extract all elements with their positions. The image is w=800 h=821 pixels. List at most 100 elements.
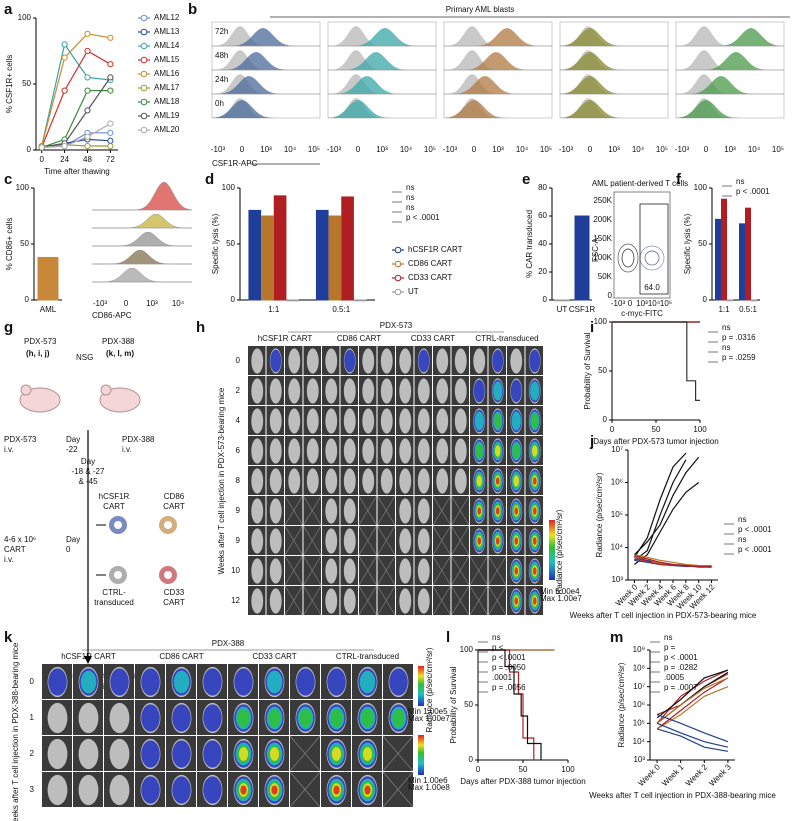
label: PDX-388	[102, 337, 135, 346]
series-line	[612, 321, 700, 401]
mouse-image	[399, 528, 412, 554]
mouse-image	[306, 468, 319, 494]
series-line	[656, 728, 729, 752]
mouse-image	[436, 408, 449, 434]
y-tick-label: 0	[25, 295, 30, 304]
signal	[495, 507, 500, 515]
y-tick-label: 150K	[593, 234, 612, 243]
row-label: 9	[236, 506, 241, 515]
x-tick-label: Week 2	[684, 762, 710, 788]
x-tick-label: -10³	[327, 145, 342, 154]
mouse-image	[251, 588, 264, 614]
mouse-image	[78, 702, 99, 734]
mouse-image	[288, 438, 301, 464]
cross	[303, 585, 322, 616]
mouse-image	[343, 528, 356, 554]
bar	[286, 299, 300, 302]
mouse-image	[380, 468, 393, 494]
significance-label: p < .0001	[736, 187, 770, 196]
bar	[739, 223, 745, 301]
y-tick-label: 50	[22, 79, 31, 88]
y-tick-label: 0	[27, 145, 32, 154]
x-axis-label: Days after PDX-388 tumor injection	[460, 777, 585, 786]
series-line	[656, 669, 729, 719]
label: (h, i, j)	[26, 349, 50, 358]
cross	[358, 585, 377, 616]
cross	[432, 495, 451, 526]
x-tick-label: 10³	[260, 145, 272, 154]
group-header: CTRL-transduced	[475, 334, 538, 343]
cross	[432, 585, 451, 616]
bar	[328, 215, 342, 301]
signal	[110, 668, 129, 696]
y-tick-label: 10³	[611, 575, 623, 584]
label: Day	[66, 435, 80, 444]
series-line	[656, 686, 729, 730]
contour	[644, 250, 660, 266]
x-tick-label: 10⁵	[424, 145, 436, 154]
mouse-image	[362, 438, 375, 464]
histogram	[560, 76, 668, 94]
y-tick-label: 250K	[593, 196, 612, 205]
label: PDX-573	[4, 435, 37, 444]
cross	[377, 555, 396, 586]
x-axis-label: c-myc-FITC	[621, 309, 663, 318]
signal	[474, 411, 484, 431]
mouse-image	[417, 588, 430, 614]
histogram	[676, 74, 784, 94]
y-tick-label: 50	[20, 239, 29, 248]
signal	[513, 475, 520, 487]
histogram	[560, 28, 668, 46]
signal	[495, 537, 500, 545]
y-tick-label: 10⁵	[633, 718, 645, 727]
group-label: CD33	[164, 588, 185, 597]
legend-marker	[140, 84, 148, 92]
x-tick-label: 10³	[146, 299, 158, 308]
panel-letter: a	[4, 1, 13, 18]
row-label: 12	[231, 596, 240, 605]
mouse-image	[454, 348, 467, 374]
bar	[37, 256, 59, 301]
mouse-image	[380, 438, 393, 464]
bar	[261, 215, 274, 301]
x-tick-label: 10³	[636, 299, 648, 308]
series-line	[41, 33, 111, 147]
colorbar-label: Radiance (p/sec/cm²/sr)	[425, 647, 434, 732]
panel-title: PDX-388	[212, 639, 245, 648]
point	[61, 87, 68, 94]
legend-marker	[140, 14, 148, 22]
mouse-image	[109, 774, 130, 806]
series-line	[634, 482, 700, 565]
legend-marker	[140, 28, 148, 36]
significance-label: p =	[664, 643, 676, 652]
group-label: CART	[163, 598, 185, 607]
mouse-image	[325, 378, 338, 404]
y-axis-label: Probability of Survival	[449, 666, 458, 743]
x-tick-label: -10³	[93, 299, 108, 308]
legend-marker	[140, 56, 148, 64]
mouse-image	[417, 438, 430, 464]
label: i.v.	[4, 555, 14, 564]
x-tick-label: 100	[693, 425, 707, 434]
y-axis-label: Weeks after T cell injection in PDX-388-…	[11, 642, 20, 821]
mouse-icon	[99, 387, 141, 413]
x-tick-label: 100	[561, 765, 575, 774]
cross	[289, 735, 321, 772]
y-tick-label: 10³	[633, 755, 645, 764]
y-axis-label: Probability of Survival	[583, 332, 592, 409]
x-tick-label: 0	[39, 155, 44, 164]
group-header: CD33 CART	[411, 334, 455, 343]
signal	[532, 537, 537, 545]
signal	[364, 785, 371, 795]
legend-label: AML16	[154, 69, 180, 78]
significance-label: ns	[722, 323, 730, 332]
y-tick-label: 0	[469, 755, 474, 764]
mouse-image	[399, 438, 412, 464]
x-tick-label: 48	[83, 155, 92, 164]
signal	[532, 597, 537, 605]
arrow-head	[84, 656, 92, 664]
mouse-image	[399, 348, 412, 374]
legend-marker	[140, 112, 148, 120]
x-axis-label: Time after thawing	[44, 167, 110, 176]
